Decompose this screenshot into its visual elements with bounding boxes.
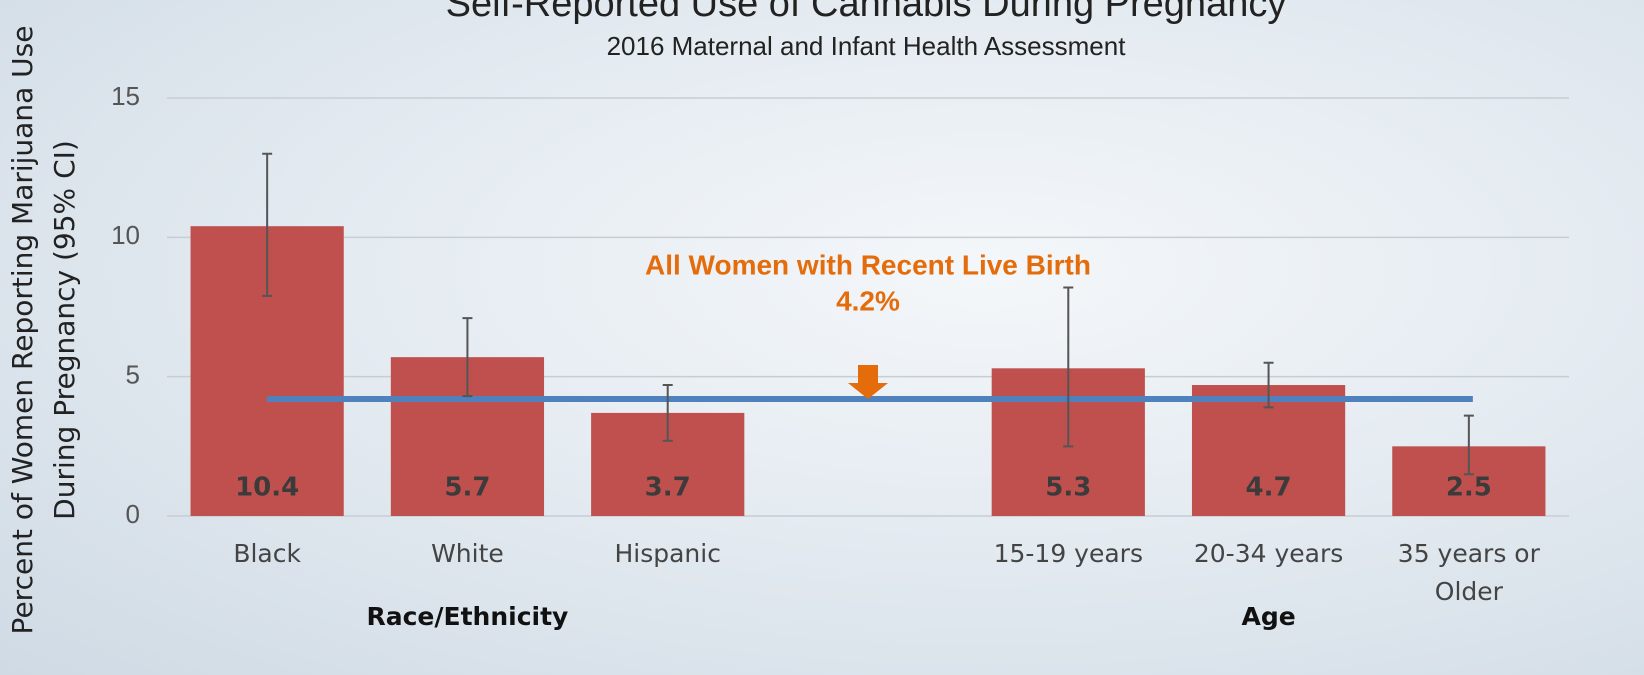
x-tick-label: 20-34 years (1179, 535, 1359, 573)
value-label: 2.5 (1446, 473, 1492, 503)
chart-title: Self-Reported Use of Cannabis During Pre… (446, 0, 1287, 25)
reference-label: 4.2% (836, 285, 900, 316)
value-label: 3.7 (645, 473, 691, 503)
x-tick-label: Hispanic (578, 535, 758, 573)
value-label: 5.3 (1045, 473, 1091, 503)
group-label: Age (1241, 602, 1295, 631)
x-tick-label: White (377, 535, 557, 573)
x-tick-label: 35 years or Older (1379, 535, 1559, 611)
value-label: 5.7 (444, 473, 490, 503)
chart-page: Self-Reported Use of Cannabis During Pre… (0, 0, 1644, 675)
value-label: 10.4 (235, 473, 299, 503)
x-tick-label: Black (177, 535, 357, 573)
y-axis-label: During Pregnancy (95% CI) (48, 140, 81, 520)
chart-subtitle: 2016 Maternal and Infant Health Assessme… (607, 31, 1127, 61)
y-axis-label: Percent of Women Reporting Marijuana Use (6, 26, 39, 635)
reference-text: All Women with Recent Live Birth (645, 249, 1091, 280)
y-tick-label: 0 (126, 499, 140, 529)
value-label: 4.7 (1246, 473, 1292, 503)
reference-arrow (848, 365, 888, 399)
y-tick-label: 5 (126, 360, 140, 390)
y-tick-label: 15 (111, 81, 140, 111)
y-tick-label: 10 (111, 220, 140, 250)
group-label: Race/Ethnicity (366, 602, 568, 631)
x-tick-label: 15-19 years (978, 535, 1158, 573)
